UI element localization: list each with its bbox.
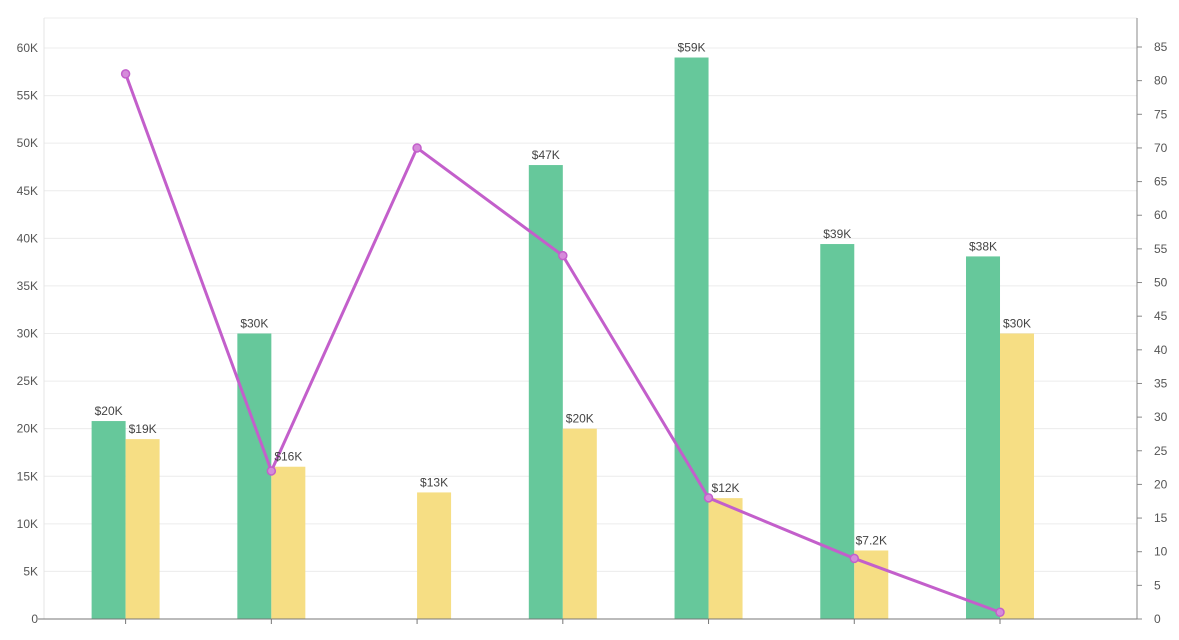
y-left-tick-label: 25K — [17, 374, 38, 388]
bar-data-label: $38K — [969, 239, 997, 253]
y-right-tick-label: 80 — [1154, 74, 1168, 88]
y-left-tick-label: 60K — [17, 41, 38, 55]
y-left-tick-label: 55K — [17, 89, 38, 103]
line-point — [266, 466, 277, 476]
y-left-tick-label: 15K — [17, 469, 38, 483]
y-left-tick-label: 10K — [17, 517, 38, 531]
bar — [562, 428, 597, 619]
bar-data-label: $30K — [240, 317, 268, 331]
line-point — [412, 143, 422, 153]
y-right-tick-label: 20 — [1154, 477, 1168, 491]
labels-layer: $20K $30K $47K $59K $39K $38K $19K $16K $13K $20K… — [95, 41, 1031, 548]
y-right-tick-label: 65 — [1154, 175, 1168, 189]
y-right-tick-label: 75 — [1154, 107, 1168, 121]
bar-data-label: $20K — [566, 412, 594, 426]
y-left-tick-label: 30K — [17, 327, 38, 341]
y-right-tick-label: 25 — [1154, 444, 1168, 458]
y-right-tick-label: 55 — [1154, 242, 1168, 256]
y-right-tick-label: 30 — [1154, 410, 1168, 424]
bar — [237, 333, 272, 619]
bar-data-label: $12K — [712, 481, 740, 495]
bars-layer — [91, 57, 1035, 620]
bar-data-label: $7.2K — [856, 533, 887, 547]
y-left-tick-label: 20K — [17, 422, 38, 436]
y-right-tick-label: 5 — [1154, 578, 1161, 592]
bar — [271, 466, 306, 619]
line-point — [849, 553, 860, 564]
y-left-tick-label: 35K — [17, 279, 38, 293]
line-point — [703, 493, 714, 503]
y-right-tick-label: 45 — [1154, 309, 1168, 323]
y-right-tick-label: 35 — [1154, 376, 1168, 390]
y-left-tick-label: 45K — [17, 184, 38, 198]
y-left-tick-label: 50K — [17, 136, 38, 150]
y-right-tick-label: 40 — [1154, 343, 1168, 357]
bar-data-label: $20K — [95, 404, 123, 418]
bar — [528, 165, 563, 619]
y-right-tick-label: 0 — [1154, 612, 1161, 626]
bar — [1000, 333, 1035, 619]
bar — [417, 492, 452, 619]
bar — [125, 439, 160, 619]
bar-data-label: $39K — [823, 227, 851, 241]
line-point — [558, 250, 568, 261]
bar-data-label: $59K — [678, 41, 706, 55]
y-left-tick-label: 0 — [31, 612, 38, 626]
grid-layer — [43, 17, 1137, 619]
y-right-tick-label: 10 — [1154, 545, 1168, 559]
y-right-tick-label: 85 — [1154, 40, 1168, 54]
bar — [820, 244, 855, 619]
line-point — [995, 607, 1005, 618]
y-right-tick-label: 60 — [1154, 208, 1168, 222]
y-right-tick-label: 70 — [1154, 141, 1168, 155]
y-right-tick-label: 15 — [1154, 511, 1168, 525]
y-left-tick-label: 5K — [23, 564, 38, 578]
bar-data-label: $30K — [1003, 317, 1031, 331]
bar — [708, 498, 743, 619]
bar-data-label: $13K — [420, 475, 448, 489]
bar-data-label: $19K — [129, 422, 157, 436]
bar — [674, 57, 709, 620]
bar — [966, 256, 1001, 619]
axis-layer: 0 5K 10K 15K 20K 25K 30K 35K 40K 45K 50K 55K 60K 0 5 10… — [17, 18, 1168, 626]
line-layer — [120, 69, 1005, 618]
bar-data-label: $16K — [274, 450, 302, 464]
bar — [91, 421, 126, 619]
y-right-tick-label: 50 — [1154, 276, 1168, 290]
line-point — [120, 69, 131, 79]
y-left-tick-label: 40K — [17, 231, 38, 245]
bar-data-label: $47K — [532, 148, 560, 162]
